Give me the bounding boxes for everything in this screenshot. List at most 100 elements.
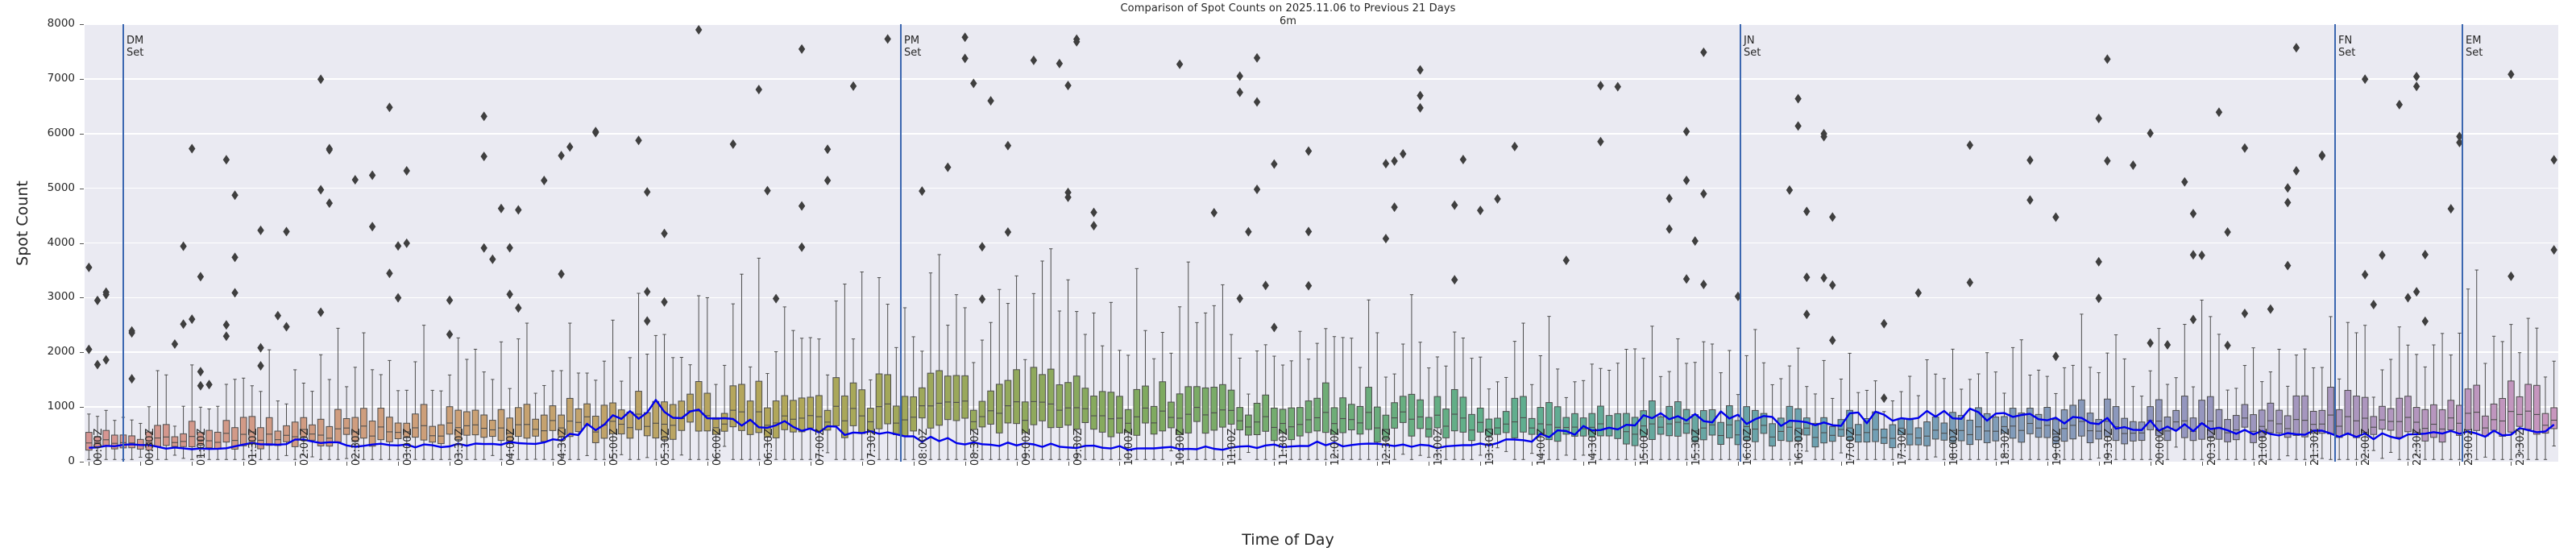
outlier-point: [2198, 250, 2205, 260]
box-plot-item: [652, 334, 660, 460]
outlier-point: [257, 342, 264, 353]
outlier-point: [257, 361, 264, 371]
event-label-dm-set: DM Set: [127, 35, 144, 59]
outlier-point: [2550, 155, 2557, 165]
outlier-point: [1451, 200, 1458, 210]
outlier-point: [661, 228, 668, 239]
x-tick-label: 15:00Z: [1639, 428, 1652, 466]
x-tick-mark: [1171, 462, 1172, 466]
outlier-point: [2026, 195, 2034, 205]
outlier-point: [1966, 277, 1974, 288]
outlier-point: [189, 314, 196, 325]
outlier-point: [1820, 272, 1827, 283]
box-plot-item: [1562, 396, 1570, 456]
outlier-point: [2147, 338, 2154, 348]
outlier-point: [497, 203, 505, 214]
outlier-point: [180, 241, 187, 251]
x-tick-label: 15:30Z: [1690, 428, 1703, 466]
box-plot-item: [1760, 362, 1768, 460]
box-plot-item: [1898, 391, 1905, 458]
outlier-point: [798, 242, 806, 252]
event-label-jn-set: JN Set: [1744, 35, 1761, 59]
box-plot-item: [1159, 332, 1167, 460]
outlier-point: [1786, 185, 1794, 195]
box-plot-item: [1107, 301, 1115, 460]
x-tick-label: 18:00Z: [1948, 428, 1960, 466]
event-label-pm-set: PM Set: [904, 35, 922, 59]
box-plot-item: [669, 357, 677, 460]
y-tick-mark: [80, 352, 84, 354]
outlier-point: [1090, 221, 1097, 231]
outlier-point: [2130, 160, 2137, 170]
outlier-point: [2404, 292, 2412, 303]
outlier-point: [1682, 127, 1690, 137]
box-plot-item: [2130, 386, 2137, 460]
box-plot-item: [1150, 358, 1158, 460]
x-tick-label: 05:00Z: [608, 428, 620, 466]
box-plot-item: [2550, 360, 2558, 446]
outlier-point: [1236, 71, 1243, 81]
box-plot-item: [1528, 384, 1536, 454]
outlier-point: [1271, 159, 1278, 169]
box-plot-item: [2172, 377, 2180, 448]
x-tick-label: 00:30Z: [144, 428, 157, 466]
box-plot-item: [2138, 396, 2146, 460]
outlier-point: [2241, 309, 2249, 319]
box-plot-item: [1013, 275, 1020, 460]
outlier-point: [1253, 185, 1261, 195]
box-plot-item: [1802, 386, 1811, 452]
outlier-point: [1700, 280, 1707, 290]
boxplot-series: [85, 248, 2558, 460]
box-plot-item: [2309, 367, 2317, 460]
box-plot-item: [1382, 376, 1390, 460]
outlier-point: [2421, 316, 2429, 326]
box-plot-item: [342, 386, 351, 459]
box-plot-item: [893, 346, 900, 460]
box-plot-item: [523, 322, 531, 460]
outlier-point: [2224, 227, 2231, 238]
box-plot-item: [2250, 347, 2257, 460]
outlier-point: [403, 238, 410, 248]
box-plot-item: [1288, 360, 1296, 460]
outlier-point: [102, 287, 110, 297]
outlier-point: [2095, 256, 2102, 267]
box-plot-item: [661, 334, 668, 460]
outlier-point: [368, 170, 376, 180]
box-plot-item: [1863, 389, 1871, 460]
box-plot-item: [2508, 324, 2515, 460]
gridline: [85, 78, 2558, 80]
outlier-point: [1056, 58, 1064, 68]
outlier-point: [1305, 226, 1313, 237]
outlier-point: [2370, 299, 2378, 309]
box-plot-item: [1296, 330, 1304, 460]
box-plot-item: [1056, 310, 1064, 460]
box-plot-item: [1511, 341, 1519, 460]
box-plot-item: [2267, 371, 2275, 460]
outlier-point: [2361, 74, 2369, 85]
box-plot-item: [2516, 352, 2524, 454]
box-plot-item: [2464, 288, 2472, 460]
x-tick-mark: [964, 462, 966, 466]
outlier-point: [1511, 141, 1519, 151]
box-plot-item: [1975, 373, 1982, 460]
box-plot-item: [291, 369, 299, 460]
box-plot-item: [1966, 379, 1974, 460]
plot-area: [85, 24, 2558, 462]
box-plot-item: [2258, 381, 2266, 460]
x-tick-mark: [243, 462, 245, 466]
box-plot-item: [497, 341, 505, 460]
box-plot-item: [1039, 260, 1046, 460]
x-tick-label: 13:30Z: [1484, 428, 1497, 466]
box-plot-item: [755, 257, 763, 460]
box-plot-item: [1279, 364, 1287, 456]
box-plot-item: [961, 307, 969, 460]
outlier-point: [1691, 236, 1699, 247]
outlier-point: [592, 127, 599, 138]
outlier-point: [729, 139, 737, 149]
box-plot-item: [772, 351, 780, 460]
outlier-point: [222, 155, 230, 165]
x-tick-mark: [1892, 462, 1894, 466]
x-tick-mark: [500, 462, 502, 466]
outlier-point: [2284, 197, 2292, 208]
box-plot-item: [1914, 395, 1923, 460]
